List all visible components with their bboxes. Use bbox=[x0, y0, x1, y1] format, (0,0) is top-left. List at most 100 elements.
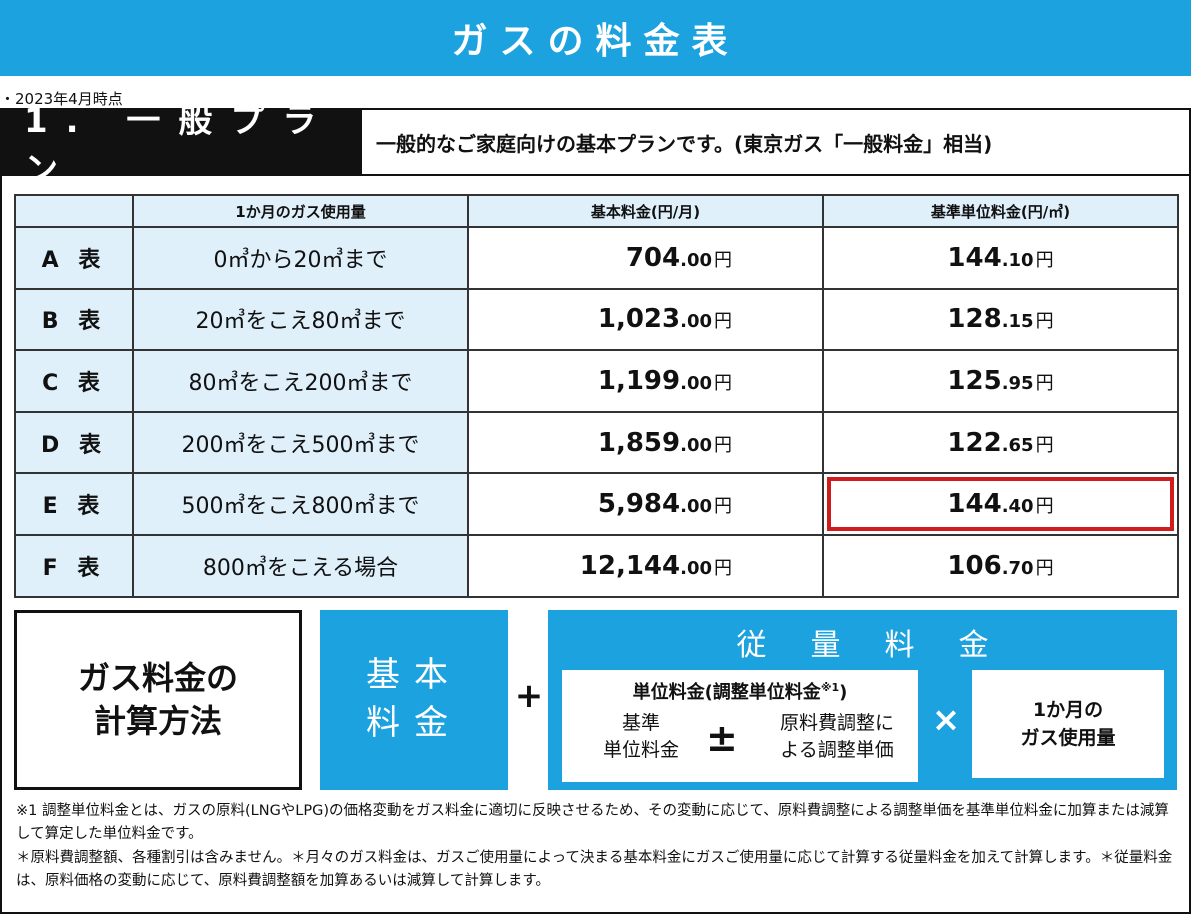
times-icon: × bbox=[931, 700, 961, 740]
table-row: A 表 0㎥から20㎥まで 704.00 円 144.10 円 bbox=[14, 226, 1179, 290]
footnote-1: ※1 調整単位料金とは、ガスの原料(LNGやLPG)の価格変動をガス料金に適切に… bbox=[16, 803, 1169, 843]
unit-fee-dec: .65 bbox=[1001, 434, 1034, 456]
monthly-usage-box: 1か月の ガス使用量 bbox=[972, 670, 1164, 778]
monthly-usage-line2: ガス使用量 bbox=[1020, 727, 1116, 749]
adjustment-unit-price: 原料費調整に よる調整単価 bbox=[762, 710, 912, 763]
table-row: F 表 800㎥をこえる場合 12,144.00 円 106.70 円 bbox=[14, 533, 1179, 598]
plan-description: 一般的なご家庭向けの基本プランです。(東京ガス「一般料金」相当) bbox=[376, 131, 993, 156]
standard-unit-fee-line1: 基準 bbox=[621, 712, 660, 734]
table-row: E 表 500㎥をこえ800㎥まで 5,984.00 円 144.40 円 bbox=[14, 472, 1179, 536]
plan-header: 1. 一般プラン 一般的なご家庭向けの基本プランです。(東京ガス「一般料金」相当… bbox=[0, 101, 1191, 190]
footnote-2: ＊原料費調整額、各種割引は含みません。＊月々のガス料金は、ガスご使用量によって決… bbox=[16, 849, 1173, 890]
base-fee-dec: .00 bbox=[680, 249, 712, 271]
unit-fee-dec: .95 bbox=[1001, 372, 1034, 394]
unit-fee-int: 144 bbox=[947, 489, 1002, 520]
base-fee-dec: .00 bbox=[680, 496, 712, 518]
header-unit-fee: 基準単位料金(円/㎥) bbox=[822, 194, 1179, 228]
base-fee-int: 1,859 bbox=[597, 427, 681, 458]
unit-fee-int: 106 bbox=[947, 550, 1002, 581]
header-base-fee: 基本料金(円/月) bbox=[467, 194, 824, 228]
variable-fee-title: 従量料金 bbox=[736, 628, 1033, 663]
base-fee-int: 1,199 bbox=[597, 365, 681, 396]
plus-minus-icon: ± bbox=[706, 716, 738, 760]
row-label: D 表 bbox=[14, 410, 134, 475]
base-fee-int: 12,144 bbox=[579, 550, 681, 581]
base-fee-value: 1,199.00 円 bbox=[467, 349, 824, 413]
plan-content-box bbox=[0, 174, 1191, 914]
base-fee-value: 1,859.00 円 bbox=[467, 410, 824, 475]
yen-unit: 円 bbox=[1035, 496, 1054, 518]
unit-fee-value: 128.15 円 bbox=[822, 287, 1179, 352]
adjustment-line1: 原料費調整に bbox=[779, 712, 894, 734]
base-fee-dec: .00 bbox=[680, 311, 712, 333]
row-label: B 表 bbox=[14, 287, 134, 352]
page-title: ガスの料金表 bbox=[0, 0, 1191, 76]
table-header-row: 1か月のガス使用量 基本料金(円/月) 基準単位料金(円/㎥) bbox=[14, 194, 1179, 228]
base-fee-int: 5,984 bbox=[597, 489, 681, 520]
yen-unit: 円 bbox=[714, 249, 732, 271]
usage-range: 200㎥をこえ500㎥まで bbox=[132, 410, 469, 475]
variable-fee-box: 従量料金 単位料金(調整単位料金※1) 基準 単位料金 ± 原料費調整に よる調… bbox=[548, 610, 1177, 790]
row-label: E 表 bbox=[14, 472, 134, 536]
header-empty bbox=[14, 194, 134, 228]
usage-range: 20㎥をこえ80㎥まで bbox=[132, 287, 469, 352]
base-fee-dec: .00 bbox=[680, 372, 712, 394]
unit-fee-title-close: ) bbox=[839, 682, 848, 703]
base-fee-line2: 料金 bbox=[366, 703, 462, 743]
base-fee-dec: .00 bbox=[680, 434, 712, 456]
yen-unit: 円 bbox=[714, 372, 732, 394]
unit-fee-dec: .15 bbox=[1001, 311, 1034, 333]
row-label: C 表 bbox=[14, 349, 134, 413]
yen-unit: 円 bbox=[1035, 557, 1054, 579]
row-label: A 表 bbox=[14, 226, 134, 290]
base-fee-box: 基本 料金 bbox=[320, 610, 508, 790]
yen-unit: 円 bbox=[1035, 311, 1054, 333]
table-row: C 表 80㎥をこえ200㎥まで 1,199.00 円 125.95 円 bbox=[14, 349, 1179, 413]
date-note: ・2023年4月時点 bbox=[0, 90, 123, 108]
yen-unit: 円 bbox=[1035, 372, 1054, 394]
unit-fee-value: 106.70 円 bbox=[822, 533, 1179, 598]
unit-fee-value: 122.65 円 bbox=[822, 410, 1179, 475]
plus-icon: + bbox=[514, 676, 544, 716]
unit-fee-value: 144.40 円 bbox=[822, 472, 1179, 536]
yen-unit: 円 bbox=[1035, 249, 1054, 271]
unit-fee-note-mark: ※1 bbox=[820, 681, 840, 694]
usage-range: 80㎥をこえ200㎥まで bbox=[132, 349, 469, 413]
base-fee-value: 704.00 円 bbox=[467, 226, 824, 290]
base-fee-int: 1,023 bbox=[597, 304, 681, 335]
calc-label-line2: 計算方法 bbox=[93, 702, 222, 740]
unit-fee-int: 125 bbox=[947, 365, 1002, 396]
unit-fee-title-text: 単位料金(調整単位料金 bbox=[632, 682, 821, 703]
header-usage: 1か月のガス使用量 bbox=[132, 194, 469, 228]
yen-unit: 円 bbox=[714, 311, 732, 333]
unit-fee-int: 128 bbox=[947, 304, 1002, 335]
calc-method-label: ガス料金の 計算方法 bbox=[14, 610, 302, 790]
table-row: D 表 200㎥をこえ500㎥まで 1,859.00 円 122.65 円 bbox=[14, 410, 1179, 475]
base-fee-value: 12,144.00 円 bbox=[467, 533, 824, 598]
yen-unit: 円 bbox=[1035, 434, 1054, 456]
unit-fee-int: 144 bbox=[947, 242, 1002, 273]
calc-label-line1: ガス料金の bbox=[77, 658, 238, 697]
standard-unit-fee: 基準 単位料金 bbox=[586, 710, 696, 763]
adjustment-line2: よる調整単価 bbox=[780, 738, 894, 761]
unit-fee-int: 122 bbox=[947, 427, 1002, 458]
base-fee-int: 704 bbox=[625, 242, 681, 273]
usage-range: 0㎥から20㎥まで bbox=[132, 226, 469, 290]
yen-unit: 円 bbox=[714, 434, 732, 456]
footnotes: ※1 調整単位料金とは、ガスの原料(LNGやLPG)の価格変動をガス料金に適切に… bbox=[16, 800, 1176, 894]
yen-unit: 円 bbox=[714, 496, 732, 518]
yen-unit: 円 bbox=[714, 557, 732, 579]
row-label: F 表 bbox=[14, 533, 134, 598]
base-fee-value: 5,984.00 円 bbox=[467, 472, 824, 536]
standard-unit-fee-line2: 単位料金 bbox=[602, 738, 679, 761]
base-fee-value: 1,023.00 円 bbox=[467, 287, 824, 352]
unit-fee-dec: .10 bbox=[1001, 249, 1034, 271]
plan-name: 1. 一般プラン bbox=[2, 101, 362, 190]
base-fee-line1: 基本 bbox=[366, 655, 462, 696]
unit-fee-dec: .70 bbox=[1001, 557, 1034, 579]
unit-fee-box: 単位料金(調整単位料金※1) 基準 単位料金 ± 原料費調整に よる調整単価 bbox=[562, 670, 918, 782]
table-row: B 表 20㎥をこえ80㎥まで 1,023.00 円 128.15 円 bbox=[14, 287, 1179, 352]
base-fee-dec: .00 bbox=[680, 557, 712, 579]
usage-range: 500㎥をこえ800㎥まで bbox=[132, 472, 469, 536]
unit-fee-title: 単位料金(調整単位料金※1) bbox=[562, 678, 918, 704]
